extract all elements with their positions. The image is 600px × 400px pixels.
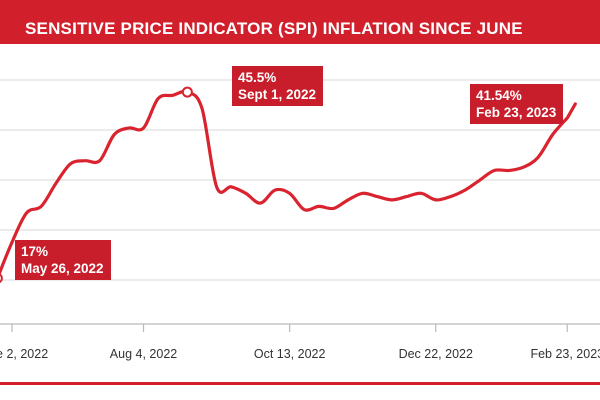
x-tick-label-1: Aug 4, 2022: [110, 347, 177, 361]
spi-line: [0, 89, 577, 277]
callout-peak: 45.5% Sept 1, 2022: [232, 66, 324, 106]
point-markers: [0, 86, 193, 284]
callout-latest-date: Feb 23, 2023: [476, 105, 557, 120]
chart-title: SENSITIVE PRICE INDICATOR (SPI) INFLATIO…: [25, 19, 523, 38]
title-banner: SENSITIVE PRICE INDICATOR (SPI) INFLATIO…: [0, 0, 600, 44]
callout-start-value: 17%: [21, 244, 49, 259]
x-tick-label-2: Oct 13, 2022: [254, 347, 326, 361]
callout-peak-value: 45.5%: [238, 70, 277, 85]
x-tick-label-0: June 2, 2022: [0, 347, 48, 361]
series-line: [0, 89, 577, 277]
x-tick-label-4: Feb 23, 2023: [530, 347, 600, 361]
peak-point-marker: [181, 86, 193, 98]
x-axis: June 2, 2022 Aug 4, 2022 Oct 13, 2022 Dec 2…: [0, 323, 600, 361]
x-tick-label-3: Dec 22, 2022: [399, 347, 473, 361]
callout-start-date: May 26, 2022: [21, 261, 104, 276]
callout-latest: 41.54% Feb 23, 2023: [470, 84, 564, 124]
start-point-marker: [0, 273, 3, 284]
callout-start: 17% May 26, 2022: [15, 240, 111, 280]
callout-peak-date: Sept 1, 2022: [238, 87, 317, 102]
callout-latest-value: 41.54%: [476, 88, 522, 103]
bottom-rule: [0, 382, 600, 385]
